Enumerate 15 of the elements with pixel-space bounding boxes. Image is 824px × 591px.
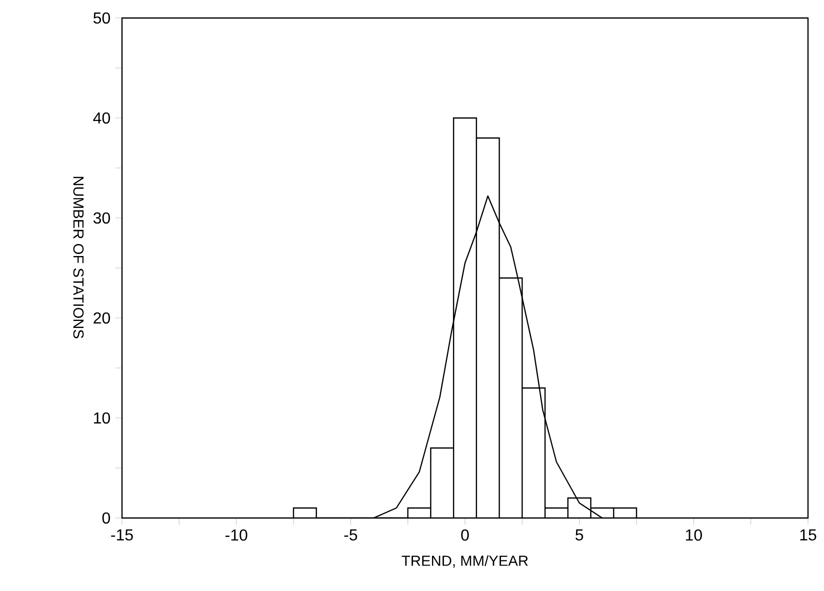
y-tick-label: 50 bbox=[93, 12, 110, 24]
x-tick-label: -15 bbox=[111, 530, 133, 541]
x-tick-label: 15 bbox=[800, 530, 816, 541]
x-axis-title: TREND, MM/YEAR bbox=[402, 555, 528, 568]
y-tick-label: 10 bbox=[94, 412, 110, 424]
x-tick-label: -10 bbox=[225, 530, 248, 541]
y-tick-label: 0 bbox=[102, 512, 110, 524]
x-tick-label: 0 bbox=[461, 530, 469, 541]
y-tick-label: 40 bbox=[93, 112, 110, 124]
y-axis-title: NUMBER OF STATIONS bbox=[73, 177, 84, 338]
x-tick-label: 5 bbox=[576, 530, 584, 541]
y-tick-label: 20 bbox=[94, 312, 110, 324]
x-tick-label: -5 bbox=[344, 530, 358, 541]
x-tick-label: 10 bbox=[686, 530, 702, 541]
y-tick-label: 30 bbox=[93, 212, 110, 224]
